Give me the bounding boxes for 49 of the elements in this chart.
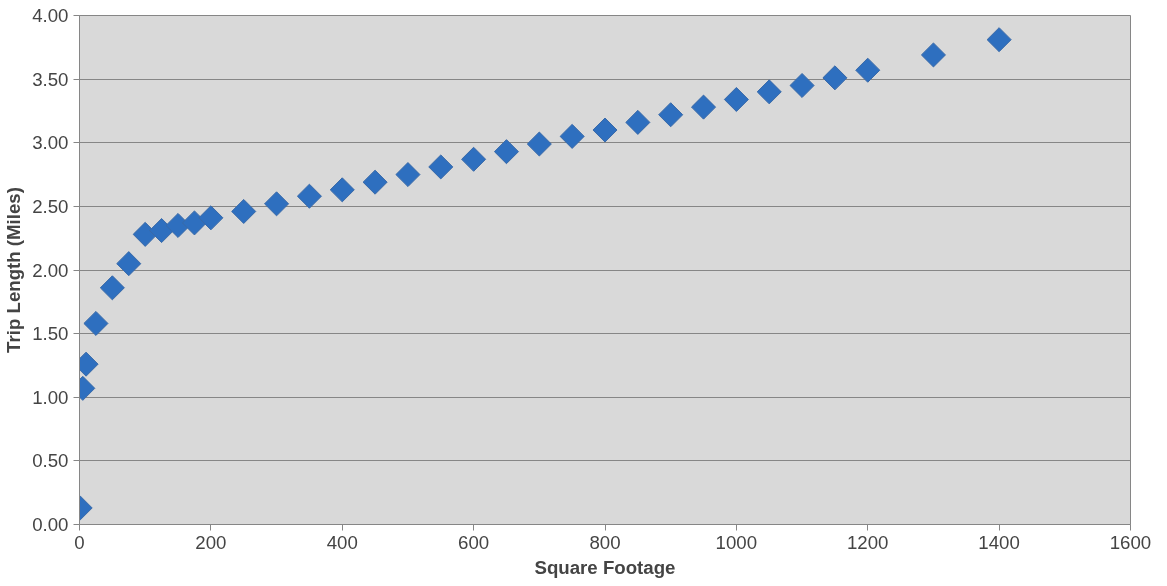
y-tick-label: 2.00 bbox=[32, 259, 69, 281]
x-tick-label: 1600 bbox=[1109, 531, 1152, 553]
x-tick-label: 600 bbox=[458, 531, 490, 553]
y-axis-title: Trip Length (Miles) bbox=[3, 187, 25, 353]
point bbox=[822, 65, 848, 91]
x-tick-label: 1400 bbox=[978, 531, 1020, 553]
x-tick-label: 0 bbox=[74, 531, 85, 553]
point bbox=[461, 146, 487, 172]
point bbox=[855, 57, 881, 83]
point bbox=[658, 102, 684, 128]
x-tick-label: 800 bbox=[589, 531, 621, 553]
point bbox=[362, 169, 388, 195]
point bbox=[395, 162, 421, 188]
x-axis-title: Square Footage bbox=[534, 556, 676, 578]
y-tick-label: 2.50 bbox=[32, 195, 69, 217]
point bbox=[296, 183, 322, 209]
x-tick-label: 1200 bbox=[847, 531, 889, 553]
x-tick-label: 200 bbox=[195, 531, 227, 553]
point bbox=[149, 218, 175, 244]
y-tick-label: 1.50 bbox=[32, 323, 69, 345]
y-tick-label: 1.00 bbox=[32, 386, 69, 408]
point bbox=[756, 79, 782, 105]
point bbox=[625, 109, 651, 135]
point bbox=[691, 94, 717, 120]
point bbox=[264, 191, 290, 217]
point bbox=[231, 198, 257, 224]
point bbox=[99, 275, 125, 301]
point bbox=[723, 86, 749, 113]
y-tick-label: 0.00 bbox=[32, 514, 69, 535]
point bbox=[116, 251, 142, 277]
point bbox=[493, 139, 519, 165]
point bbox=[986, 27, 1012, 53]
point bbox=[428, 154, 454, 180]
y-tick-label: 4.00 bbox=[32, 5, 69, 26]
point bbox=[526, 131, 552, 157]
y-tick-label: 3.00 bbox=[32, 132, 69, 154]
point bbox=[559, 123, 585, 149]
y-tick-label: 0.50 bbox=[32, 450, 69, 472]
point bbox=[181, 210, 207, 236]
point bbox=[83, 310, 109, 336]
point bbox=[329, 177, 355, 203]
point bbox=[920, 42, 946, 68]
y-tick-label: 3.50 bbox=[32, 68, 69, 90]
x-tick-label: 400 bbox=[326, 531, 358, 553]
x-tick-label: 1000 bbox=[715, 531, 758, 553]
point bbox=[592, 117, 618, 143]
point bbox=[198, 205, 224, 231]
point bbox=[132, 221, 158, 247]
point bbox=[789, 72, 815, 99]
